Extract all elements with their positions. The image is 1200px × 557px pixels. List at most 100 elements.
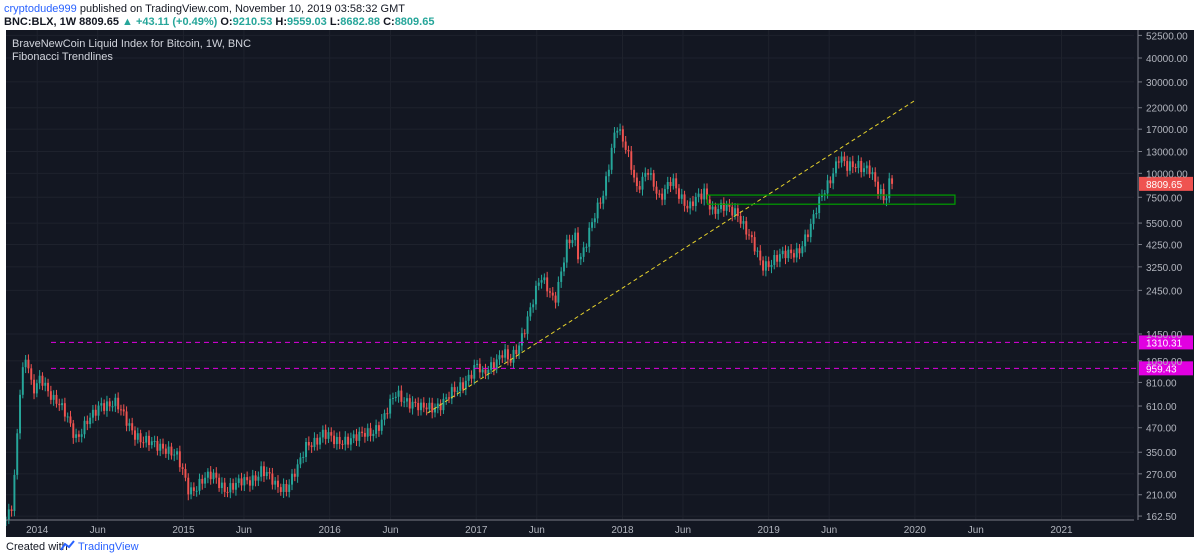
candle-body	[159, 443, 162, 451]
candle-body	[7, 509, 10, 520]
candle-body	[434, 408, 436, 413]
candle-body	[773, 255, 776, 265]
candle-body	[190, 487, 193, 495]
candle-body	[790, 249, 793, 254]
publisher-link[interactable]: cryptodude999	[4, 3, 77, 15]
y-tick-label: 52500.00	[1146, 31, 1188, 42]
last-price-box	[1139, 176, 1193, 191]
candle-body	[439, 403, 442, 411]
candle-body	[812, 214, 815, 224]
candle-body	[145, 435, 148, 443]
candle-body	[476, 363, 479, 366]
candle-body	[846, 161, 849, 171]
candle-body	[232, 483, 235, 490]
candle-body	[857, 160, 860, 168]
candle-body	[484, 369, 487, 374]
candle-body	[319, 437, 322, 445]
candle-body	[192, 487, 195, 491]
candle-body	[453, 387, 456, 392]
candle-body	[19, 394, 22, 434]
candle-body	[448, 397, 451, 399]
candle-body	[206, 471, 209, 478]
candle-body	[156, 440, 159, 451]
candle-body	[655, 186, 658, 194]
indicator-label: Fibonacci Trendlines	[12, 51, 113, 63]
candle-body	[296, 464, 299, 477]
y-tick-label: 1050.00	[1146, 357, 1183, 368]
candle-body	[291, 473, 293, 485]
candle-body	[282, 483, 285, 492]
candle-body	[83, 420, 86, 435]
candle-body	[358, 431, 361, 441]
y-tick-label: 610.00	[1146, 402, 1177, 413]
y-tick-label: 210.00	[1146, 491, 1177, 502]
candle-body	[114, 397, 117, 407]
candle-body	[361, 431, 364, 434]
candle-body	[167, 446, 170, 454]
candle-body	[170, 446, 173, 456]
x-tick-label: 2014	[26, 525, 49, 536]
candle-body	[464, 380, 467, 390]
candle-body	[411, 401, 414, 409]
candle-body	[663, 189, 666, 200]
y-tick-label: 270.00	[1146, 470, 1177, 481]
candle-body	[714, 206, 717, 214]
candle-body	[442, 398, 445, 411]
price-chart[interactable]: 1310.31 959.43 8809.65 52500.00 40000.00 300…	[5, 30, 1194, 540]
candle-body	[832, 173, 835, 184]
candle-body	[125, 411, 128, 426]
candle-body	[868, 165, 871, 175]
candle-body	[271, 473, 274, 485]
candle-body	[13, 474, 16, 511]
candle-body	[111, 406, 114, 408]
candle-body	[728, 204, 731, 207]
candle-body	[840, 156, 843, 163]
y-tick-label: 5500.00	[1146, 219, 1183, 230]
candle-body	[122, 409, 125, 412]
candle-body	[69, 416, 72, 424]
candle-body	[187, 477, 190, 495]
grid	[6, 30, 1134, 520]
candle-body	[344, 436, 347, 445]
y-tick-label: 4250.00	[1146, 241, 1183, 252]
tradingview-brand-link[interactable]: TradingView	[78, 541, 139, 553]
candle-body	[495, 359, 498, 370]
candle-body	[30, 368, 33, 380]
candle-body	[795, 248, 798, 258]
axes: 52500.00 40000.00 30000.00 22000.00 17000.00…	[6, 30, 1188, 536]
candle-body	[487, 369, 490, 374]
candle-body	[820, 195, 823, 198]
candle-body	[481, 369, 484, 373]
candle-body	[843, 156, 846, 162]
candle-body	[198, 478, 201, 491]
x-tick-label: 2016	[319, 525, 342, 536]
created-with-text: Created with	[6, 541, 68, 553]
candle-body	[41, 375, 44, 386]
candle-body	[408, 398, 411, 409]
candle-body	[809, 223, 812, 238]
candle-body	[546, 277, 549, 292]
chart-panel[interactable]: 1310.31 959.43 8809.65 52500.00 40000.00 300…	[5, 30, 1194, 540]
candle-body	[680, 194, 683, 199]
last-price: 8809.65	[79, 16, 119, 28]
candle-body	[736, 208, 739, 217]
x-tick-label: 2021	[1050, 525, 1073, 536]
candle-body	[834, 161, 837, 174]
candle-body	[647, 172, 650, 175]
candle-body	[742, 221, 745, 224]
candle-body	[537, 282, 540, 286]
candle-body	[652, 173, 655, 187]
close-label: C:	[383, 16, 395, 28]
candle-body	[490, 362, 493, 370]
candle-body	[251, 475, 254, 486]
candle-body	[333, 435, 336, 445]
candle-body	[593, 218, 596, 223]
candle-body	[879, 188, 882, 194]
candle-body	[565, 239, 568, 263]
candle-body	[391, 397, 394, 399]
candle-body	[285, 483, 288, 492]
level-label: 959.43	[1146, 364, 1177, 375]
candle-body	[372, 433, 375, 437]
candle-body	[804, 234, 807, 247]
candle-body	[770, 264, 773, 268]
